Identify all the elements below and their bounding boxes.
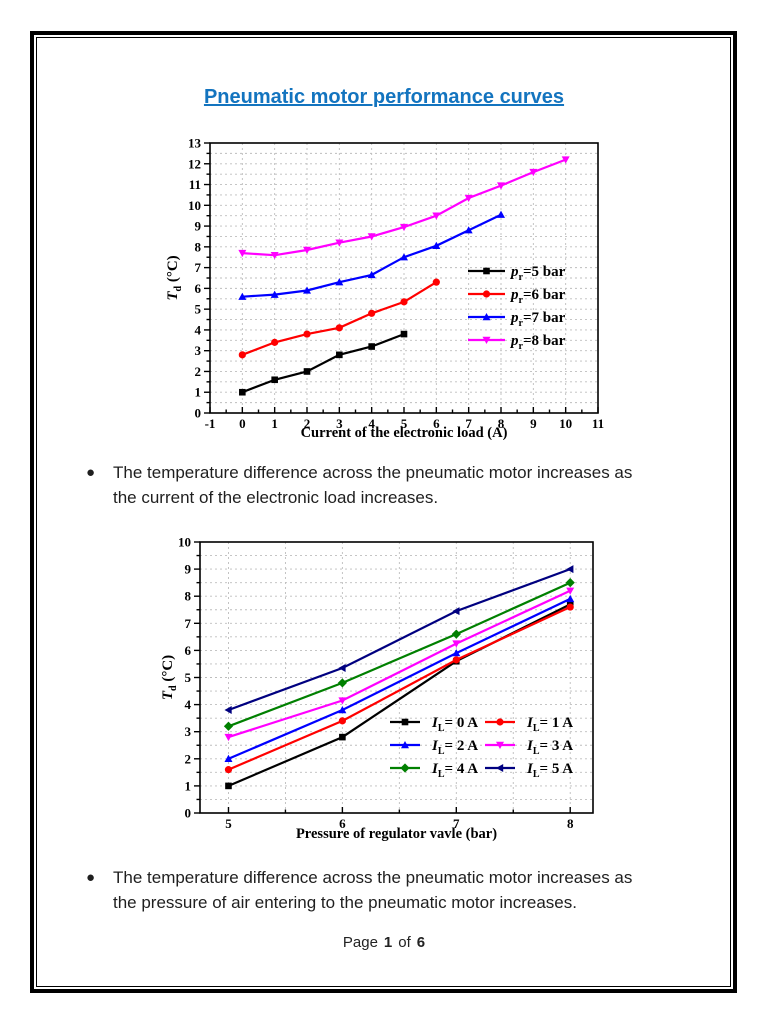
svg-text:0: 0 [239,416,246,431]
svg-text:9: 9 [195,219,202,234]
svg-text:13: 13 [188,136,202,151]
series-il-5-a [224,565,574,715]
legend-item-pr-7-bar: pr=7 bar [468,310,566,329]
svg-text:12: 12 [188,156,201,171]
svg-text:7: 7 [185,616,192,631]
svg-text:1: 1 [195,385,202,400]
svg-text:6: 6 [195,281,202,296]
legend-item-il-3-a: IL= 3 A [485,738,573,757]
bullet-marker: ● [86,464,96,481]
legend-item-il-5-a: IL= 5 A [485,761,573,780]
legend-item-il-2-a: IL= 2 A [390,738,478,757]
svg-text:1: 1 [271,416,278,431]
svg-text:9: 9 [185,562,192,577]
svg-text:2: 2 [185,751,192,766]
bullet-marker: ● [86,869,96,886]
plot-box [209,142,599,414]
svg-text:5: 5 [225,816,232,831]
chart-td-vs-pressure-canvas: 5 6 7 8 0 1 2 3 4 5 6 7 8 9 10 Pressure of regulator va… [160,535,594,842]
svg-text:10: 10 [559,416,572,431]
grid [210,143,598,413]
svg-text:4: 4 [185,697,192,712]
svg-text:2: 2 [195,364,202,379]
page-title: Pneumatic motor performance curves [203,86,565,108]
svg-text:4: 4 [368,416,375,431]
x-axis-title: Pressure of regulator vavle (bar) [296,826,497,842]
series-pr-5-bar [239,330,408,396]
page-footer: Page 1 of 6 [0,934,768,951]
legend-item-il-1-a: IL= 1 A [485,715,573,734]
plot-box [199,541,594,814]
footer-label-of: of [398,934,411,951]
svg-text:11: 11 [592,416,604,431]
series-il-1-a [224,603,574,774]
page-border [30,31,737,993]
y-axis-title: Td (°C) [165,255,184,300]
svg-text:5: 5 [185,670,192,685]
legend-item-il-4-a: IL= 4 A [390,761,478,780]
svg-text:8: 8 [567,816,574,831]
bullet-text: The temperature difference across the pn… [113,868,633,912]
svg-text:0: 0 [195,406,202,421]
svg-text:8: 8 [498,416,505,431]
legend: IL= 0 A IL= 1 A IL= 2 A IL= 3 A IL= 4 A IL= 5… [390,715,573,780]
svg-text:2: 2 [304,416,311,431]
svg-text:IL= 3 A: IL= 3 A [526,738,573,757]
svg-text:1: 1 [185,778,192,793]
svg-text:-1: -1 [205,416,216,431]
svg-text:7: 7 [195,260,202,275]
bullet-text: The temperature difference across the pn… [113,463,633,507]
svg-text:4: 4 [195,322,202,337]
chart-td-vs-pressure: 5 6 7 8 0 1 2 3 4 5 6 7 8 9 10 Pressure of regulator va… [160,535,610,845]
series-pr-8-bar [238,156,570,260]
svg-text:8: 8 [185,589,192,604]
svg-text:IL= 4 A: IL= 4 A [431,761,478,780]
svg-text:pr=5 bar: pr=5 bar [509,264,566,283]
series-il-2-a [224,594,575,762]
chart-td-vs-current-canvas: -1 0 1 2 3 4 5 6 7 8 9 10 11012345678910111213Curren… [165,136,604,441]
series-il-3-a [224,587,575,742]
svg-text:10: 10 [188,198,201,213]
legend: pr=5 bar pr=6 bar pr=7 bar pr=8 bar [468,264,566,352]
svg-text:11: 11 [189,177,201,192]
svg-text:7: 7 [453,816,460,831]
y-axis-title: Td (°C) [160,655,179,700]
svg-text:IL= 2 A: IL= 2 A [431,738,478,757]
series-pr-7-bar [238,210,505,300]
bullet-item-current: ● The temperature difference across the … [86,460,661,510]
bullet-item-pressure: ● The temperature difference across the … [86,865,661,915]
svg-text:pr=8 bar: pr=8 bar [509,333,566,352]
svg-text:6: 6 [433,416,440,431]
svg-text:0: 0 [185,806,192,821]
svg-text:3: 3 [195,343,202,358]
svg-text:9: 9 [530,416,537,431]
svg-text:5: 5 [401,416,408,431]
legend-item-il-0-a: IL= 0 A [390,715,478,734]
svg-text:pr=6 bar: pr=6 bar [509,287,566,306]
footer-total-pages: 6 [416,934,426,951]
legend-item-pr-5-bar: pr=5 bar [468,264,566,283]
tick-labels: 5 6 7 8 0 1 2 3 4 5 6 7 8 9 10 [178,535,574,831]
chart-td-vs-current: -1 0 1 2 3 4 5 6 7 8 9 10 11 0 1 2 3 4 5 6 7 8 9 10 11 12 13 Curren… [165,135,610,441]
svg-text:6: 6 [185,643,192,658]
legend-item-pr-8-bar: pr=8 bar [468,333,566,352]
svg-text:3: 3 [185,724,192,739]
svg-text:10: 10 [178,535,191,550]
svg-text:8: 8 [195,239,202,254]
x-axis-title: Current of the electronic load (A) [301,425,508,440]
svg-text:IL= 0 A: IL= 0 A [431,715,478,734]
svg-text:pr=7 bar: pr=7 bar [509,310,566,329]
footer-page-number: 1 [383,934,393,951]
svg-text:IL= 5 A: IL= 5 A [526,761,573,780]
svg-text:3: 3 [336,416,343,431]
svg-text:6: 6 [339,816,346,831]
svg-text:5: 5 [195,302,202,317]
series-pr-6-bar [238,278,440,359]
svg-text:IL= 1 A: IL= 1 A [526,715,573,734]
footer-label-page: Page [342,934,378,951]
legend-item-pr-6-bar: pr=6 bar [468,287,566,306]
svg-text:7: 7 [465,416,472,431]
